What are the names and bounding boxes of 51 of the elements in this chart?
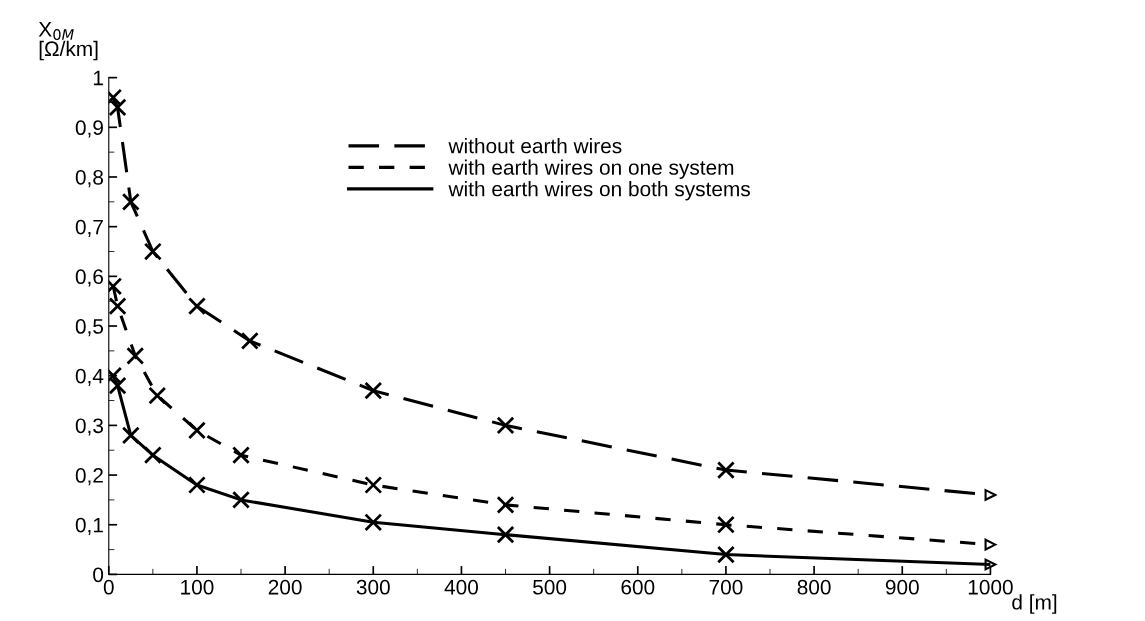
point (108, 376, 127, 395)
y-tick-label: 0,4 (75, 368, 104, 386)
point (364, 381, 383, 400)
y-tick-label: 0,1 (75, 517, 103, 535)
point (121, 192, 140, 211)
legend-label: with earth wires on one system (448, 159, 734, 179)
point (364, 475, 383, 495)
legend-label: with earth wires on both systems (448, 181, 750, 201)
point (716, 461, 735, 480)
point (716, 515, 735, 534)
point (496, 416, 515, 435)
point (108, 98, 127, 117)
y-tick-label: 0 (93, 567, 104, 583)
y-tick-label: 0,8 (75, 169, 104, 188)
x-tick-label: 100 (181, 579, 214, 595)
x-tick-label: 800 (797, 579, 831, 595)
y-tick-label: 0,2 (75, 468, 103, 486)
point (231, 446, 251, 465)
y-tick-label: 0,6 (75, 269, 103, 287)
x-tick-label: 300 (356, 579, 390, 595)
point (143, 242, 162, 261)
point (187, 475, 206, 495)
x-axis-title: d [m] (1012, 594, 1057, 614)
y-tick-label: 0,3 (75, 418, 103, 436)
y-tick-label: 0,5 (75, 319, 104, 337)
legend-label: without earth wires (448, 138, 622, 154)
point (143, 446, 162, 465)
point (716, 545, 735, 564)
y-tick-label: 1 (93, 70, 103, 86)
point (496, 495, 515, 514)
x-tick-label: 500 (533, 579, 567, 595)
y-axis-title: X$_{0M}$ [Ω/km] (38, 22, 98, 61)
x-tick-label: 700 (709, 579, 743, 595)
x-tick-label: 600 (621, 579, 655, 595)
y-tick-label: 0,9 (75, 120, 103, 138)
point (496, 525, 515, 544)
point (108, 297, 127, 316)
x-tick-label: 0 (103, 579, 114, 595)
point (148, 386, 167, 405)
x-tick-label: 400 (444, 579, 478, 595)
x-tick-label: 200 (268, 579, 302, 595)
point (126, 346, 145, 365)
point (121, 426, 140, 445)
point (364, 513, 383, 532)
x-tick-label: 900 (885, 579, 919, 595)
point (231, 490, 251, 509)
x-tick-label: 1000 (968, 579, 1013, 595)
point (187, 297, 206, 316)
point (240, 331, 259, 350)
point (187, 421, 206, 440)
y-tick-label: 0,7 (75, 219, 103, 237)
